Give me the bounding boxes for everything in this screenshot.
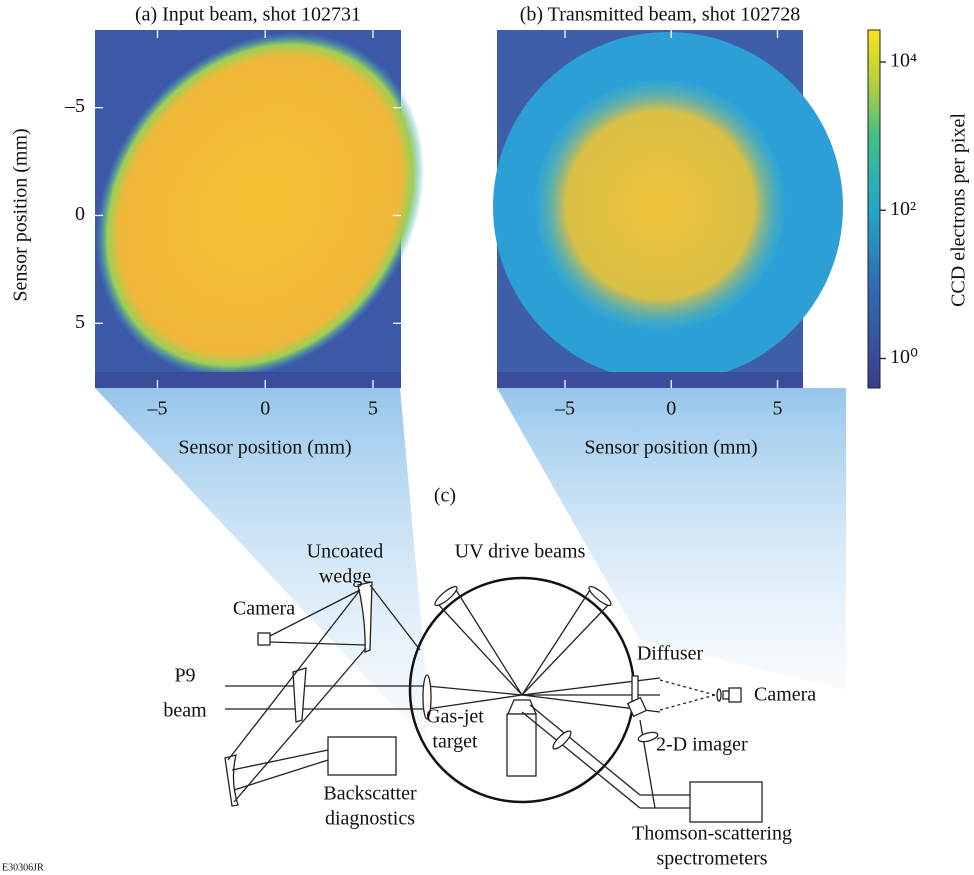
colorbar-tick-label: 10⁰ (890, 346, 918, 368)
label: UV drive beams (455, 541, 586, 563)
label: Thomson-scattering (632, 823, 792, 845)
colorbar-tick-label: 10² (890, 198, 916, 220)
panel-title: (b) Transmitted beam, shot 102728 (520, 4, 801, 26)
label: spectrometers (656, 848, 767, 870)
label: Camera (754, 684, 816, 706)
label: Camera (233, 598, 295, 620)
y-tick-label: –5 (64, 95, 85, 117)
x-tick-label: 5 (368, 398, 378, 420)
x-axis-label: Sensor position (mm) (584, 437, 757, 459)
x-tick-label: 0 (260, 398, 270, 420)
label: Diffuser (637, 643, 704, 665)
colorbar-tick-label: 10⁴ (890, 50, 917, 72)
panel-label: (c) (434, 485, 456, 507)
label: P9 (174, 665, 195, 687)
label: diagnostics (325, 808, 415, 830)
figure-id: E30306JR (2, 862, 44, 873)
x-tick-label: 5 (773, 398, 783, 420)
label: beam (163, 700, 207, 722)
x-tick-label: –5 (554, 398, 575, 420)
colorbar-label: CCD electrons per pixel (948, 113, 970, 307)
label: Uncoated (307, 541, 384, 563)
label: 2-D imager (656, 734, 748, 756)
x-tick-label: 0 (666, 398, 676, 420)
label: wedge (319, 566, 371, 588)
y-axis-label: Sensor position (mm) (10, 128, 32, 301)
y-tick-label: 5 (75, 311, 85, 333)
x-tick-label: –5 (146, 398, 167, 420)
figure: –5 0 5 –5 0 5 –5 0 5 10⁰ 10² 10⁴ (a) Input beam, sh… (0, 0, 974, 875)
image-a (28, 0, 492, 443)
x-axis-label: Sensor position (mm) (178, 437, 351, 459)
y-tick-label: 0 (75, 203, 85, 225)
colorbar (868, 30, 880, 388)
label: target (432, 731, 478, 753)
label: Gas-jet (426, 706, 484, 728)
label: Backscatter (323, 783, 417, 805)
panel-title: (a) Input beam, shot 102731 (135, 4, 361, 26)
image-b (493, 30, 843, 388)
